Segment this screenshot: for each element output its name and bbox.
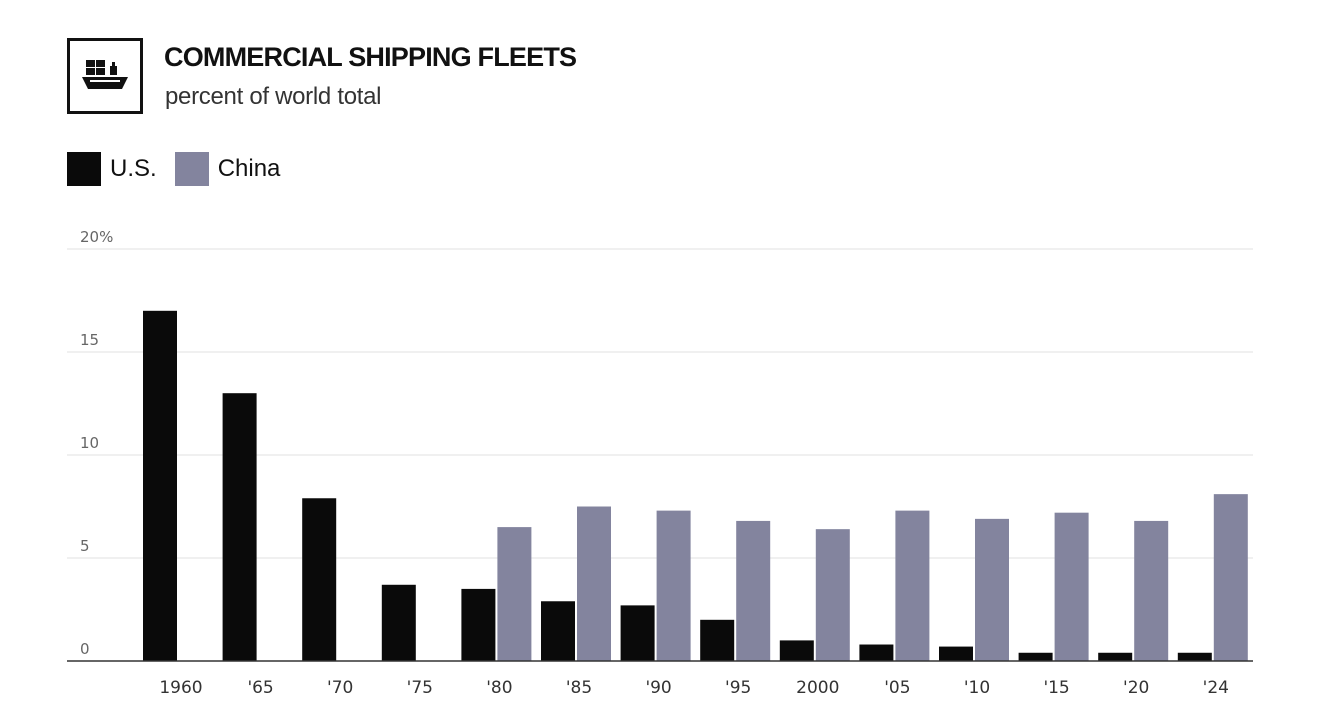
chart-icon-frame xyxy=(67,38,143,114)
legend-label-us: U.S. xyxy=(110,155,157,182)
bar-us-0 xyxy=(143,310,177,661)
bar-china-10 xyxy=(975,518,1009,661)
bar-us-13 xyxy=(1177,652,1212,661)
x-tick-label: '24 xyxy=(1203,678,1229,698)
cargo-ship-icon xyxy=(82,60,128,89)
chart-subtitle: percent of world total xyxy=(165,83,382,110)
bar-us-10 xyxy=(939,646,973,661)
bar-us-11 xyxy=(1018,652,1053,661)
x-tick-label: '10 xyxy=(964,678,990,698)
bar-us-2 xyxy=(302,498,337,661)
legend-label-china: China xyxy=(217,155,281,182)
legend: U.S. China xyxy=(67,152,298,186)
bar-us-12 xyxy=(1098,652,1133,661)
bar-china-9 xyxy=(895,510,930,661)
x-tick-label: '90 xyxy=(645,678,671,698)
bar-china-7 xyxy=(736,520,771,661)
x-tick-label: '65 xyxy=(247,678,273,698)
bar-us-1 xyxy=(222,393,257,661)
chart-title: COMMERCIAL SHIPPING FLEETS xyxy=(164,42,577,72)
bar-us-6 xyxy=(620,605,655,661)
bar-us-9 xyxy=(859,644,894,661)
x-tick-label: 2000 xyxy=(796,678,839,698)
legend-item-china: China xyxy=(174,152,281,186)
bar-us-4 xyxy=(461,588,496,661)
legend-swatch-us xyxy=(67,152,101,186)
bar-china-12 xyxy=(1134,520,1169,661)
y-tick-label: 10 xyxy=(80,434,99,452)
x-tick-label: '80 xyxy=(486,678,512,698)
x-tick-label: '15 xyxy=(1043,678,1069,698)
bar-china-11 xyxy=(1054,512,1089,661)
legend-item-us: U.S. xyxy=(67,152,157,186)
y-tick-label: 5 xyxy=(80,537,90,555)
bar-us-5 xyxy=(541,601,575,661)
bar-china-6 xyxy=(656,510,691,661)
x-tick-label: '75 xyxy=(407,678,433,698)
bar-china-13 xyxy=(1213,494,1248,661)
y-tick-label: 15 xyxy=(80,331,99,349)
y-tick-label: 0 xyxy=(80,640,90,658)
bar-us-8 xyxy=(779,640,814,661)
bar-us-3 xyxy=(381,584,416,661)
x-tick-label: '05 xyxy=(884,678,910,698)
x-tick-label: '85 xyxy=(566,678,592,698)
bar-us-7 xyxy=(700,619,735,661)
x-tick-label: 1960 xyxy=(159,678,202,698)
bar-china-4 xyxy=(497,527,532,661)
legend-swatch-china xyxy=(174,152,209,186)
x-tick-label: '20 xyxy=(1123,678,1149,698)
bar-china-5 xyxy=(577,506,611,661)
bar-china-8 xyxy=(815,529,850,661)
x-tick-label: '95 xyxy=(725,678,751,698)
y-tick-label: 20% xyxy=(80,228,113,246)
x-tick-label: '70 xyxy=(327,678,353,698)
